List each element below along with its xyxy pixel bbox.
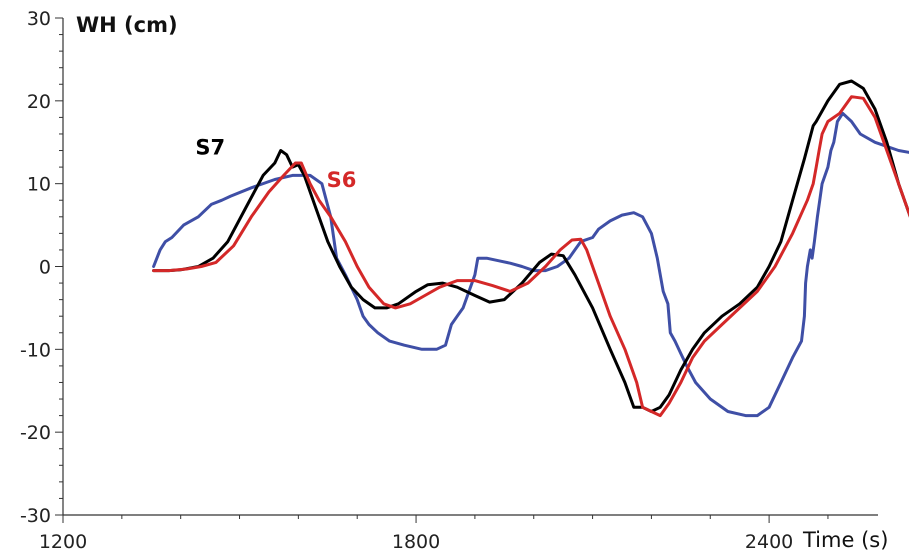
x-tick-label: 1200: [39, 531, 87, 553]
y-axis: -30 -20 -10 0 10 20 30: [20, 8, 64, 527]
y-axis-title: WH (cm): [76, 13, 178, 37]
y-tick-label: 30: [27, 8, 51, 30]
series-line-s6: [152, 95, 909, 418]
y-tick-label: 10: [27, 174, 51, 196]
series-label-s7: S7: [195, 136, 225, 160]
x-tick-label: 2400: [745, 531, 793, 553]
y-tick-label: 0: [39, 257, 51, 279]
x-axis-title: Time (s): [802, 528, 888, 552]
x-axis: 1200180024003000: [39, 514, 878, 553]
y-tick-label: -30: [20, 505, 51, 527]
series-line-series-1: [152, 111, 909, 418]
y-tick-label: -20: [20, 422, 51, 444]
x-tick-label: 1800: [392, 531, 440, 553]
y-tick-label: 20: [27, 91, 51, 113]
y-tick-label: -10: [20, 339, 51, 361]
series-label-s6: S6: [327, 168, 357, 192]
annotation-layer: S7 S6: [195, 136, 356, 192]
series-layer: [152, 79, 909, 418]
series-line-s7: [152, 79, 909, 413]
